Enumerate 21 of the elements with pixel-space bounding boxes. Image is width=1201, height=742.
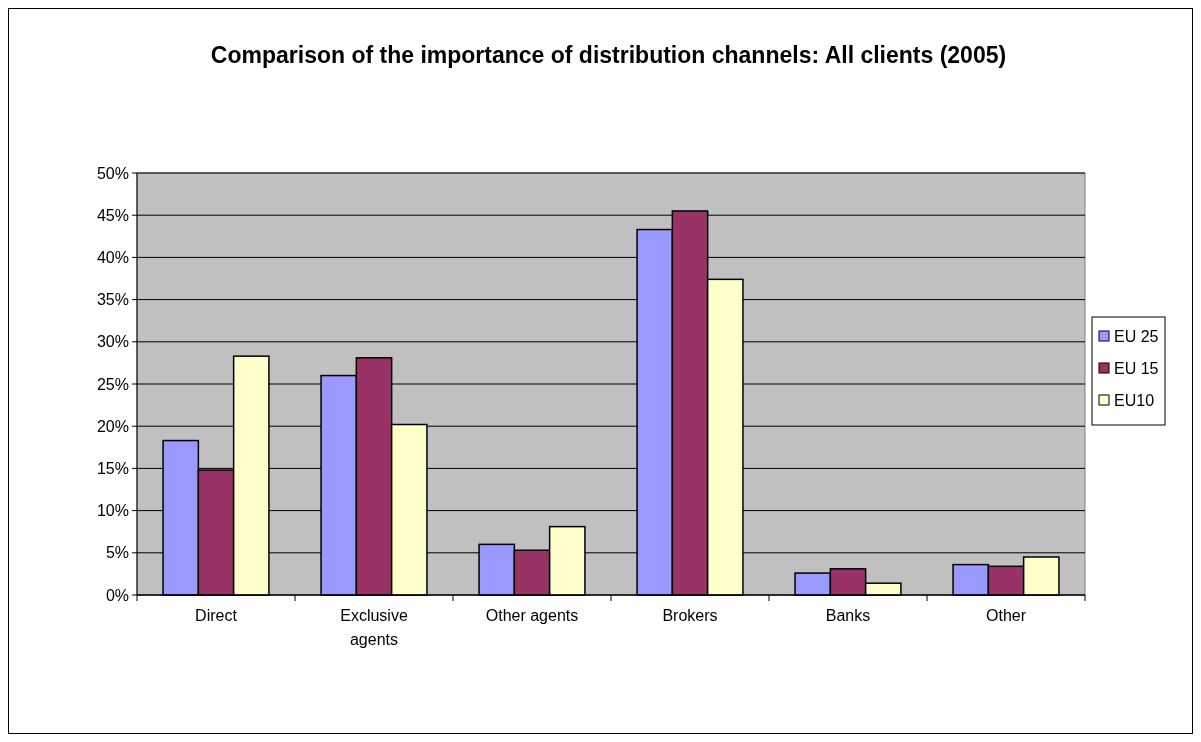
y-tick-label: 35%: [96, 291, 129, 309]
x-tick-label: Other agents: [485, 607, 579, 624]
legend-label: EU 25: [1114, 327, 1159, 345]
x-tick-label: Brokers: [662, 607, 718, 624]
legend-label: EU 15: [1114, 359, 1159, 377]
y-tick-label: 30%: [96, 333, 129, 351]
y-tick-label: 25%: [96, 375, 129, 393]
x-tick-label: Exclusive agents: [340, 607, 408, 648]
y-tick-label: 45%: [96, 206, 129, 224]
chart-title: Comparison of the importance of distribution channels: All clients (2005): [210, 42, 1007, 68]
x-tick-label: Banks: [825, 607, 871, 624]
y-tick-label: 15%: [96, 460, 129, 477]
x-tick-label: Direct: [195, 607, 238, 624]
y-tick-label: 20%: [96, 417, 129, 435]
legend-label: EU10: [1114, 391, 1155, 409]
x-tick-label: Other: [985, 607, 1027, 624]
y-tick-label: 10%: [96, 502, 129, 520]
y-tick-label: 40%: [96, 249, 129, 266]
y-tick-label: 0%: [105, 586, 129, 604]
y-tick-label: 5%: [105, 544, 129, 562]
y-tick-label: 50%: [96, 164, 129, 182]
